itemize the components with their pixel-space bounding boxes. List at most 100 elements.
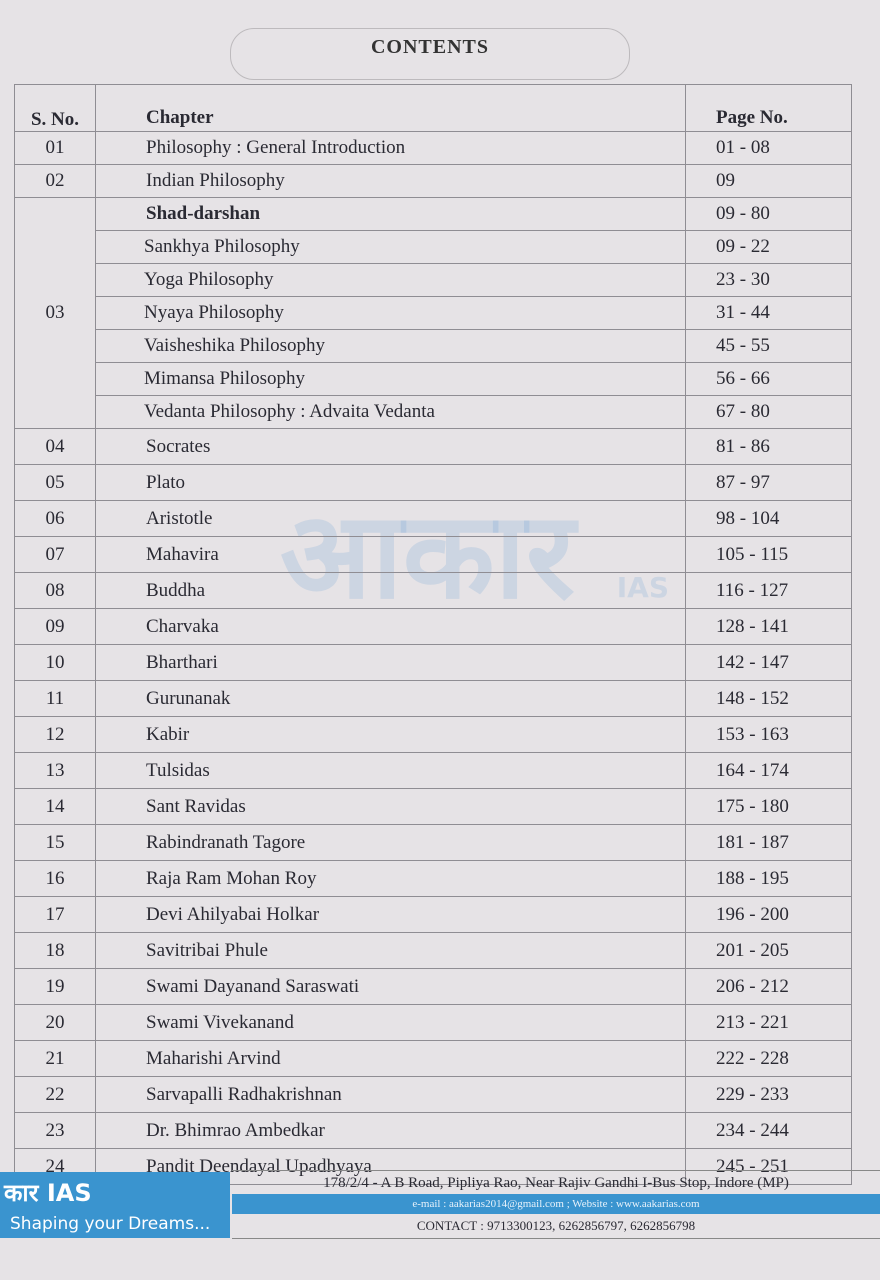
row-chapter: Nyaya Philosophy <box>95 296 686 330</box>
row-chapter: Savitribai Phule <box>95 932 686 969</box>
row-page: 222 - 228 <box>685 1040 852 1077</box>
row-sno: 11 <box>14 680 96 717</box>
row-page: 181 - 187 <box>685 824 852 861</box>
table-row: 17 Devi Ahilyabai Holkar 196 - 200 <box>14 896 852 933</box>
row-chapter: Mimansa Philosophy <box>95 362 686 396</box>
table-row: 19 Swami Dayanand Saraswati 206 - 212 <box>14 968 852 1005</box>
row-page: 175 - 180 <box>685 788 852 825</box>
row-page: 31 - 44 <box>685 296 852 330</box>
footer-address: 178/2/4 - A B Road, Pipliya Rao, Near Ra… <box>232 1170 880 1195</box>
row-page: 234 - 244 <box>685 1112 852 1149</box>
table-row: 10 Bharthari 142 - 147 <box>14 644 852 681</box>
row-sno: 18 <box>14 932 96 969</box>
row-sno: 10 <box>14 644 96 681</box>
row-sno: 02 <box>14 164 96 198</box>
row-page: 201 - 205 <box>685 932 852 969</box>
header-sno: S. No. <box>14 84 96 132</box>
header-page: Page No. <box>685 84 852 132</box>
row-chapter: Bharthari <box>95 644 686 681</box>
table-row: 09 Charvaka 128 - 141 <box>14 608 852 645</box>
row-page: 01 - 08 <box>685 131 852 165</box>
row-chapter: Tulsidas <box>95 752 686 789</box>
row-page: 188 - 195 <box>685 860 852 897</box>
row-chapter: Vaisheshika Philosophy <box>95 329 686 363</box>
row-chapter: Dr. Bhimrao Ambedkar <box>95 1112 686 1149</box>
header-chapter: Chapter <box>95 84 686 132</box>
row-chapter: Devi Ahilyabai Holkar <box>95 896 686 933</box>
row-chapter: Swami Dayanand Saraswati <box>95 968 686 1005</box>
table-row: 13 Tulsidas 164 - 174 <box>14 752 852 789</box>
table-row: 23 Dr. Bhimrao Ambedkar 234 - 244 <box>14 1112 852 1149</box>
table-row: 07 Mahavira 105 - 115 <box>14 536 852 573</box>
row-page: 23 - 30 <box>685 263 852 297</box>
table-row: 20 Swami Vivekanand 213 - 221 <box>14 1004 852 1041</box>
row-page: 164 - 174 <box>685 752 852 789</box>
table-row: 21 Maharishi Arvind 222 - 228 <box>14 1040 852 1077</box>
row-sno: 21 <box>14 1040 96 1077</box>
row-chapter: Kabir <box>95 716 686 753</box>
table-row: 11 Gurunanak 148 - 152 <box>14 680 852 717</box>
table-row: 01 Philosophy : General Introduction 01 - … <box>14 131 852 165</box>
footer-web: e-mail : aakarias2014@gmail.com ; Websit… <box>232 1194 880 1214</box>
row-chapter: Philosophy : General Introduction <box>95 131 686 165</box>
page-title: CONTENTS <box>370 36 490 58</box>
row-page: 196 - 200 <box>685 896 852 933</box>
table-row: 02 Indian Philosophy 09 <box>14 164 852 198</box>
row-sno: 16 <box>14 860 96 897</box>
row-sno: 15 <box>14 824 96 861</box>
brand-tagline: Shaping your Dreams... <box>10 1214 211 1234</box>
row-chapter: Charvaka <box>95 608 686 645</box>
row-chapter: Sant Ravidas <box>95 788 686 825</box>
table-header-row: S. No. Chapter Page No. <box>14 84 852 132</box>
row-sno: 12 <box>14 716 96 753</box>
row-page: 09 - 22 <box>685 230 852 264</box>
row-chapter: Indian Philosophy <box>95 164 686 198</box>
table-row: 04 Socrates 81 - 86 <box>14 428 852 465</box>
row-page: 153 - 163 <box>685 716 852 753</box>
row-page: 229 - 233 <box>685 1076 852 1113</box>
row-sno: 04 <box>14 428 96 465</box>
row-sno: 03 <box>14 197 96 429</box>
row-sno: 08 <box>14 572 96 609</box>
table-row: 12 Kabir 153 - 163 <box>14 716 852 753</box>
row-page: 09 - 80 <box>685 197 852 231</box>
row-page: 148 - 152 <box>685 680 852 717</box>
row-chapter: Swami Vivekanand <box>95 1004 686 1041</box>
table-row: 08 Buddha 116 - 127 <box>14 572 852 609</box>
table-row: 15 Rabindranath Tagore 181 - 187 <box>14 824 852 861</box>
row-sno: 17 <box>14 896 96 933</box>
contents-title-box: CONTENTS <box>230 28 630 80</box>
table-row: 24 Pandit Deendayal Upadhyaya 245 - 251 <box>14 1148 852 1185</box>
row-sno: 01 <box>14 131 96 165</box>
row-sno: 09 <box>14 608 96 645</box>
row-chapter: Buddha <box>95 572 686 609</box>
table-row: 06 Aristotle 98 - 104 <box>14 500 852 537</box>
row-chapter: Shad-darshan <box>95 197 686 231</box>
footer: कार IAS Shaping your Dreams... 178/2/4 -… <box>0 1170 880 1240</box>
row-page: 81 - 86 <box>685 428 852 465</box>
row-sno: 23 <box>14 1112 96 1149</box>
row-page: 206 - 212 <box>685 968 852 1005</box>
row-sno: 06 <box>14 500 96 537</box>
row-chapter: Sarvapalli Radhakrishnan <box>95 1076 686 1113</box>
table-row: Vedanta Philosophy : Advaita Vedanta 67 -… <box>15 395 852 429</box>
row-page: 128 - 141 <box>685 608 852 645</box>
row-sno: 20 <box>14 1004 96 1041</box>
table-row: 14 Sant Ravidas 175 - 180 <box>14 788 852 825</box>
table-row: 18 Savitribai Phule 201 - 205 <box>14 932 852 969</box>
row-sno: 07 <box>14 536 96 573</box>
table-row: Nyaya Philosophy 31 - 44 <box>15 296 852 330</box>
row-sno: 14 <box>14 788 96 825</box>
row-page: 45 - 55 <box>685 329 852 363</box>
row-sno: 13 <box>14 752 96 789</box>
row-chapter: Vedanta Philosophy : Advaita Vedanta <box>95 395 686 429</box>
row-page: 245 - 251 <box>685 1148 852 1185</box>
row-sno: 19 <box>14 968 96 1005</box>
table-row: Yoga Philosophy 23 - 30 <box>15 263 852 297</box>
row-chapter: Sankhya Philosophy <box>95 230 686 264</box>
row-page: 213 - 221 <box>685 1004 852 1041</box>
row-chapter: Gurunanak <box>95 680 686 717</box>
brand-logo-block: कार IAS Shaping your Dreams... <box>0 1172 230 1238</box>
table-row: Sankhya Philosophy 09 - 22 <box>15 230 852 264</box>
row-chapter: Raja Ram Mohan Roy <box>95 860 686 897</box>
